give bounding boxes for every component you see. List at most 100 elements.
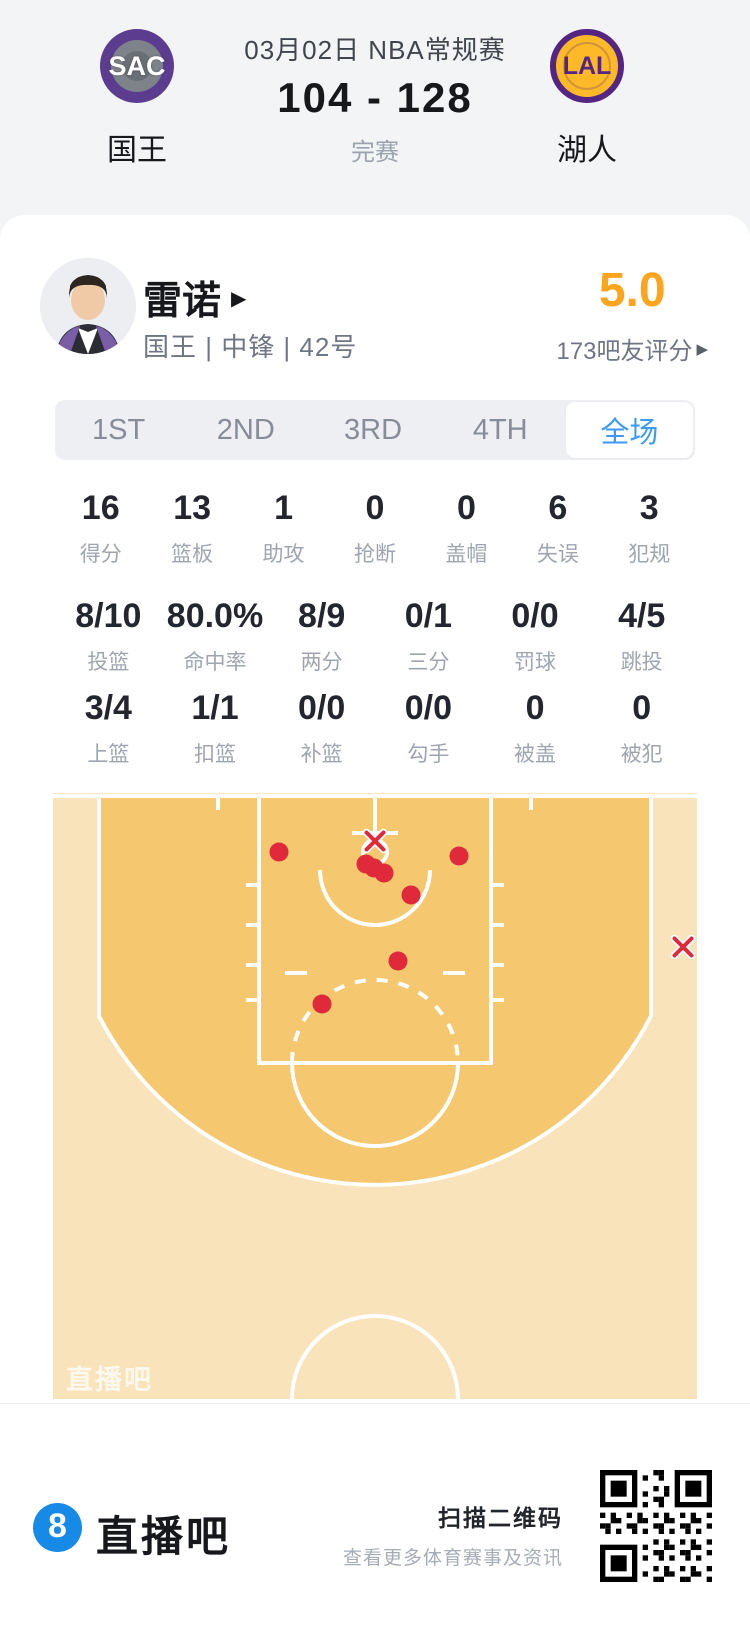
- game-status: 完赛: [351, 139, 399, 166]
- stat-label: 勾手: [407, 743, 450, 766]
- lal-logo-ring: [563, 42, 611, 90]
- stat-value: 8/9: [298, 597, 346, 635]
- rating-label: 173吧友评分: [556, 338, 693, 365]
- shot-chart: 直播吧: [53, 793, 697, 1484]
- period-tabbar: 1ST 2ND 3RD 4TH 全场: [55, 400, 695, 460]
- made-shot-marker: [401, 885, 421, 905]
- tab-1st[interactable]: 1ST: [92, 413, 146, 446]
- made-shot-marker: [449, 846, 469, 866]
- stat-label: 投篮: [87, 651, 130, 674]
- tab-3rd[interactable]: 3RD: [344, 413, 403, 446]
- tab-2nd[interactable]: 2ND: [216, 413, 275, 446]
- made-shot-marker: [269, 842, 289, 862]
- made-shot-marker: [388, 951, 408, 971]
- stat-assists: 1 助攻: [238, 491, 329, 568]
- stat-value: 1: [274, 489, 294, 527]
- stat-row-shot-types: 3/4 上篮 1/1 扣篮 0/0 补篮 0/0 勾手 0 被盖 0 被犯: [55, 691, 695, 768]
- stat-label: 篮板: [171, 543, 214, 566]
- stat-label: 盖帽: [445, 543, 488, 566]
- brand-name: 直播吧: [96, 1513, 232, 1560]
- stat-rebounds: 13 篮板: [146, 491, 237, 568]
- stat-blocks: 0 盖帽: [421, 491, 512, 568]
- stat-label: 补篮: [300, 743, 343, 766]
- stat-value: 0/1: [404, 597, 452, 635]
- shot-markers: [269, 828, 696, 1014]
- zhibo8-logo-icon: 8: [33, 1503, 82, 1552]
- lal-team-logo-icon: LAL: [550, 29, 624, 103]
- stat-value: 0: [632, 689, 652, 727]
- stat-label: 被盖: [514, 743, 557, 766]
- player-avatar[interactable]: [40, 258, 136, 354]
- player-name: 雷诺: [143, 280, 222, 323]
- tab-4th[interactable]: 4TH: [472, 413, 528, 446]
- home-team-name: 国王: [107, 134, 167, 167]
- stat-jumpshot: 4/5 跳投: [588, 599, 695, 676]
- qr-caption: 扫描二维码 查看更多体育赛事及资讯: [343, 1499, 563, 1570]
- stat-layup: 3/4 上篮: [55, 691, 162, 768]
- stat-label: 命中率: [183, 651, 247, 674]
- stat-value: 6: [548, 489, 568, 527]
- stat-dunk: 1/1 扣篮: [162, 691, 269, 768]
- stat-label: 跳投: [620, 651, 663, 674]
- qr-subtitle: 查看更多体育赛事及资讯: [342, 1548, 563, 1569]
- qr-title: 扫描二维码: [438, 1505, 563, 1531]
- rating-arrow-icon: ▶: [696, 340, 708, 358]
- missed-shot-marker: [672, 936, 694, 958]
- court-diagram: [53, 793, 697, 1484]
- made-shot-marker: [374, 863, 394, 883]
- stat-value: 1/1: [191, 689, 239, 727]
- stat-got-fouled: 0 被犯: [588, 691, 695, 768]
- tab-full-game[interactable]: 全场: [565, 402, 694, 458]
- home-team[interactable]: SAC 国王: [77, 29, 197, 169]
- stat-label: 扣篮: [194, 743, 236, 766]
- stat-label: 被犯: [620, 743, 663, 766]
- stat-value: 13: [173, 489, 212, 527]
- stat-label: 得分: [79, 543, 122, 566]
- court-watermark: 直播吧: [66, 1365, 153, 1395]
- stat-label: 罚球: [514, 651, 557, 674]
- player-avatar-image: [40, 258, 136, 354]
- sac-logo-ring-inner: [122, 51, 152, 81]
- stat-value: 4/5: [618, 597, 666, 635]
- stat-label: 抢断: [353, 543, 396, 566]
- stat-value: 8/10: [75, 597, 142, 635]
- stat-label: 失误: [536, 543, 579, 566]
- stat-value: 80.0%: [166, 597, 264, 635]
- app-footer: 8 直播吧 扫描二维码 查看更多体育赛事及资讯: [0, 1403, 750, 1629]
- stat-3pt: 0/1 三分: [375, 599, 482, 676]
- stat-label: 两分: [300, 651, 343, 674]
- player-name-row[interactable]: 雷诺 ▶: [143, 270, 246, 326]
- stat-points: 16 得分: [55, 491, 146, 568]
- game-date-title: 03月02日 NBA常规赛: [244, 35, 506, 65]
- stat-fg: 8/10 投篮: [55, 599, 162, 676]
- stat-row-shooting: 8/10 投篮 80.0% 命中率 8/9 两分 0/1 三分 0/0 罚球 4/5 跳投: [55, 599, 695, 676]
- stat-value: 3/4: [84, 689, 132, 727]
- away-team[interactable]: LAL 湖人: [527, 29, 647, 169]
- sac-team-logo-icon: SAC: [100, 29, 174, 103]
- stat-value: 0/0: [511, 597, 559, 635]
- stat-fouls: 3 犯规: [604, 491, 695, 568]
- qr-code-image: [600, 1470, 712, 1582]
- stat-value: 0: [365, 489, 385, 527]
- player-name-arrow-icon: ▶: [231, 287, 247, 310]
- stat-value: 16: [81, 489, 120, 527]
- stat-label: 三分: [407, 651, 450, 674]
- player-card: 雷诺 ▶ 国王 | 中锋 | 42号 5.0 173吧友评分 ▶ 1ST 2ND…: [0, 215, 750, 1629]
- lal-abbr: LAL: [562, 51, 612, 80]
- stat-value: 0: [525, 689, 545, 727]
- stat-value: 3: [639, 489, 659, 527]
- stat-value: 0/0: [404, 689, 452, 727]
- away-team-name: 湖人: [557, 134, 617, 167]
- stat-2pt: 8/9 两分: [268, 599, 375, 676]
- player-rating-block[interactable]: 5.0 173吧友评分 ▶: [556, 267, 708, 366]
- game-header: 03月02日 NBA常规赛 104 - 128 完赛 SAC 国王 LAL 湖人: [0, 0, 750, 215]
- footer-divider: [0, 1403, 750, 1404]
- made-shot-marker: [312, 994, 332, 1014]
- stat-value: 0: [456, 489, 476, 527]
- rating-value: 5.0: [598, 264, 666, 317]
- stat-value: 0/0: [298, 689, 346, 727]
- stat-label: 犯规: [628, 543, 671, 566]
- player-meta: 国王 | 中锋 | 42号: [143, 332, 358, 362]
- stat-ft: 0/0 罚球: [482, 599, 589, 676]
